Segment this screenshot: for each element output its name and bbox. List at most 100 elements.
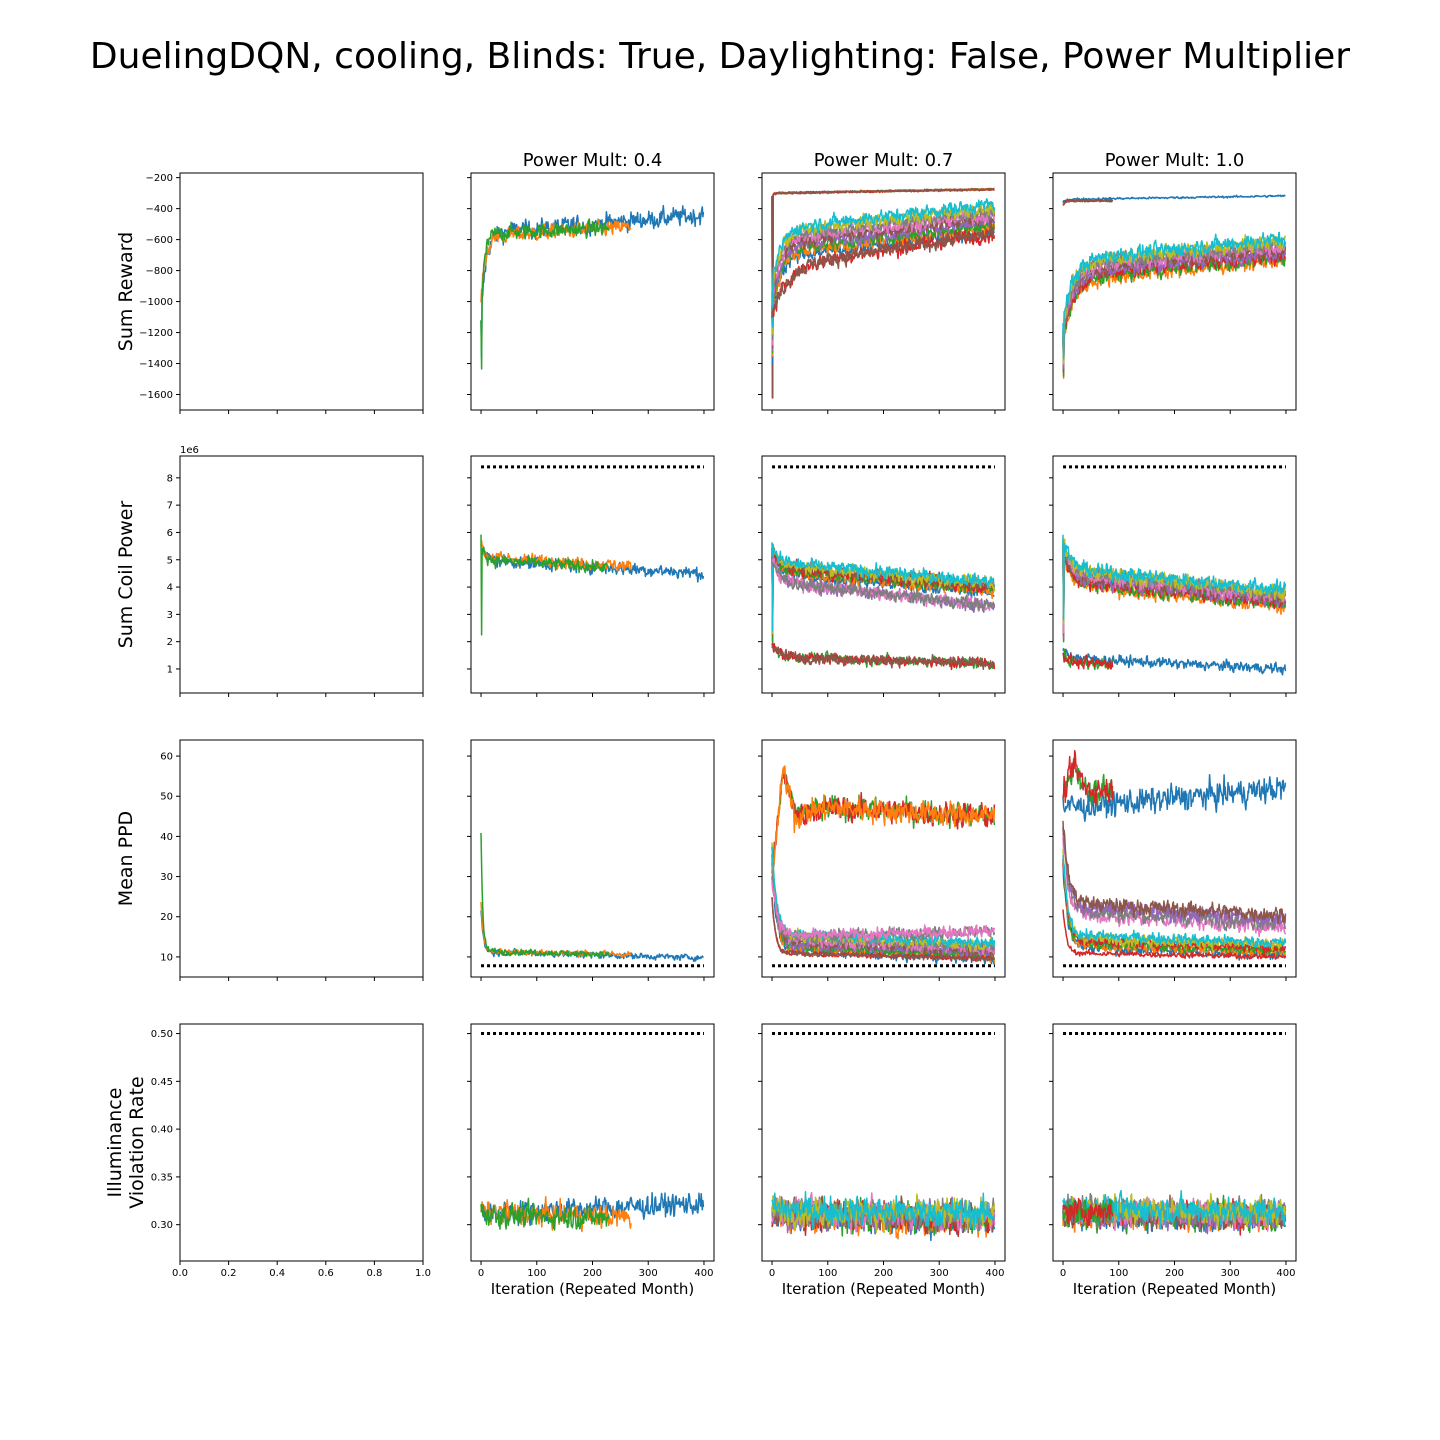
series-line — [1062, 774, 1287, 822]
x-tick-label: 0 — [769, 1268, 775, 1279]
column-title: Power Mult: 0.4 — [523, 150, 663, 171]
row-label: Violation Rate — [126, 1076, 148, 1208]
axes-frame — [470, 1023, 715, 1262]
subplot-panel — [467, 172, 715, 414]
series-line — [771, 542, 995, 632]
series-line — [480, 1195, 632, 1233]
x-tick-label: 200 — [874, 1268, 893, 1279]
x-axis-label: Iteration (Repeated Month) — [1073, 1280, 1276, 1298]
row-label: Sum Coil Power — [115, 501, 137, 649]
axes-frame — [1052, 455, 1297, 694]
x-tick-label: 0.6 — [318, 1268, 334, 1279]
x-tick-label: 400 — [1276, 1268, 1295, 1279]
subplot-panel — [758, 1023, 1006, 1265]
y-tick-label: 4 — [167, 583, 173, 594]
series-group — [480, 534, 705, 636]
series-line — [1062, 820, 1287, 925]
series-line — [1062, 855, 1287, 948]
series-group — [480, 1191, 705, 1233]
x-axis-label: Iteration (Repeated Month) — [491, 1280, 694, 1298]
series-line — [771, 226, 996, 318]
series-line — [771, 642, 996, 671]
axes-frame — [761, 739, 1006, 978]
y-tick-label: −800 — [146, 266, 173, 277]
row-label: Illuminance — [104, 1088, 126, 1198]
axes-frame — [179, 172, 424, 411]
y-tick-label: 8 — [167, 473, 173, 484]
subplot-panel — [758, 455, 1006, 697]
series-line — [1062, 198, 1114, 206]
series-group — [771, 542, 996, 671]
series-line — [480, 1197, 610, 1231]
axes-frame — [1052, 739, 1297, 978]
axes-frame — [179, 1023, 424, 1262]
series-line — [771, 198, 996, 328]
y-tick-label: 50 — [160, 792, 173, 803]
series-line — [1062, 534, 1287, 621]
y-tick-label: −600 — [146, 235, 173, 246]
axes-frame — [761, 172, 1006, 411]
figure-title: DuelingDQN, cooling, Blinds: True, Dayli… — [89, 36, 1351, 77]
series-line — [1062, 652, 1114, 670]
subplot-panel — [467, 1023, 715, 1265]
axes-frame — [470, 455, 715, 694]
column-title: Power Mult: 1.0 — [1105, 150, 1245, 171]
y-tick-label: −1000 — [139, 297, 173, 308]
series-group — [771, 765, 996, 965]
x-tick-label: 100 — [1109, 1268, 1128, 1279]
axes-frame — [1052, 172, 1297, 411]
x-tick-label: 0 — [1060, 1268, 1066, 1279]
y-offset-label: 1e6 — [180, 445, 199, 456]
row-label: Sum Reward — [115, 232, 137, 351]
series-line — [1062, 749, 1114, 806]
series-line — [480, 218, 632, 303]
series-line — [771, 768, 996, 880]
y-tick-label: 7 — [167, 501, 173, 512]
series-line — [771, 212, 996, 349]
series-line — [771, 897, 996, 962]
subplot-panel — [176, 455, 424, 697]
x-tick-label: 0.8 — [366, 1268, 382, 1279]
series-group — [1062, 1189, 1287, 1236]
series-line — [480, 218, 610, 370]
series-line — [771, 645, 996, 671]
subplot-panel — [467, 739, 715, 981]
y-tick-label: 0.30 — [151, 1220, 173, 1231]
series-line — [1062, 194, 1286, 204]
y-tick-label: −1600 — [139, 390, 173, 401]
series-line — [480, 534, 610, 636]
series-line — [1062, 858, 1287, 956]
x-tick-label: 0 — [478, 1268, 484, 1279]
series-group — [1062, 194, 1287, 380]
subplot-panel — [176, 739, 424, 981]
y-tick-label: 1 — [167, 664, 173, 675]
column-title: Power Mult: 0.7 — [814, 150, 954, 171]
x-tick-label: 0.0 — [172, 1268, 188, 1279]
y-tick-label: 20 — [160, 912, 173, 923]
series-line — [771, 223, 996, 318]
subplot-panel — [1049, 739, 1297, 981]
x-tick-label: 1.0 — [415, 1268, 431, 1279]
x-tick-label: 400 — [985, 1268, 1004, 1279]
y-tick-label: 30 — [160, 872, 173, 883]
y-tick-label: 0.35 — [151, 1172, 173, 1183]
subplot-panel — [176, 172, 424, 414]
subplot-panel — [1049, 172, 1297, 414]
series-group — [480, 204, 705, 370]
x-axis-label: Iteration (Repeated Month) — [782, 1280, 985, 1298]
series-line — [771, 549, 996, 641]
x-tick-label: 100 — [818, 1268, 837, 1279]
x-tick-label: 300 — [1221, 1268, 1240, 1279]
series-group — [480, 832, 705, 963]
x-tick-label: 0.2 — [221, 1268, 237, 1279]
y-tick-label: 3 — [167, 610, 173, 621]
y-tick-label: −400 — [146, 204, 173, 215]
x-tick-label: 400 — [694, 1268, 713, 1279]
subplot-panel — [758, 172, 1006, 414]
series-line — [771, 881, 996, 943]
y-tick-label: 0.40 — [151, 1125, 173, 1136]
series-line — [771, 201, 996, 335]
axes-frame — [470, 172, 715, 411]
series-line — [771, 1190, 996, 1231]
